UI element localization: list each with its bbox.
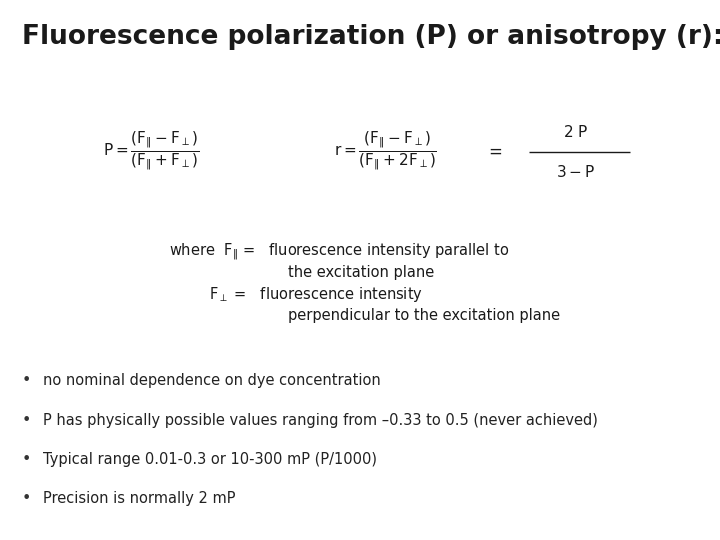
Text: the excitation plane: the excitation plane <box>288 265 434 280</box>
Text: •: • <box>22 452 31 467</box>
Text: $\mathsf{P} = \dfrac{(\mathsf{F}_{\|} - \mathsf{F}_{\perp})}{(\mathsf{F}_{\|} + : $\mathsf{P} = \dfrac{(\mathsf{F}_{\|} - … <box>103 130 199 173</box>
Text: $\mathsf{2\ P}$: $\mathsf{2\ P}$ <box>563 124 589 140</box>
Text: $\mathsf{F}_{\perp}$ =   fluorescence intensity: $\mathsf{F}_{\perp}$ = fluorescence inte… <box>209 285 423 304</box>
Text: P has physically possible values ranging from –0.33 to 0.5 (never achieved): P has physically possible values ranging… <box>43 413 598 428</box>
Text: no nominal dependence on dye concentration: no nominal dependence on dye concentrati… <box>43 373 381 388</box>
Text: •: • <box>22 491 31 507</box>
Text: $\mathsf{r} = \dfrac{(\mathsf{F}_{\|} - \mathsf{F}_{\perp})}{(\mathsf{F}_{\|} + : $\mathsf{r} = \dfrac{(\mathsf{F}_{\|} - … <box>333 130 437 173</box>
Text: perpendicular to the excitation plane: perpendicular to the excitation plane <box>288 308 560 323</box>
Text: $=$: $=$ <box>485 142 502 160</box>
Text: Typical range 0.01-0.3 or 10-300 mP (P/1000): Typical range 0.01-0.3 or 10-300 mP (P/1… <box>43 452 377 467</box>
Text: Fluorescence polarization (P) or anisotropy (r):: Fluorescence polarization (P) or anisotr… <box>22 24 720 50</box>
Text: •: • <box>22 373 31 388</box>
Text: •: • <box>22 413 31 428</box>
Text: where  $\mathsf{F}_{\|}$ =   fluorescence intensity parallel to: where $\mathsf{F}_{\|}$ = fluorescence i… <box>169 241 510 261</box>
Text: $\mathsf{3 - P}$: $\mathsf{3 - P}$ <box>557 164 595 180</box>
Text: Precision is normally 2 mP: Precision is normally 2 mP <box>43 491 235 507</box>
